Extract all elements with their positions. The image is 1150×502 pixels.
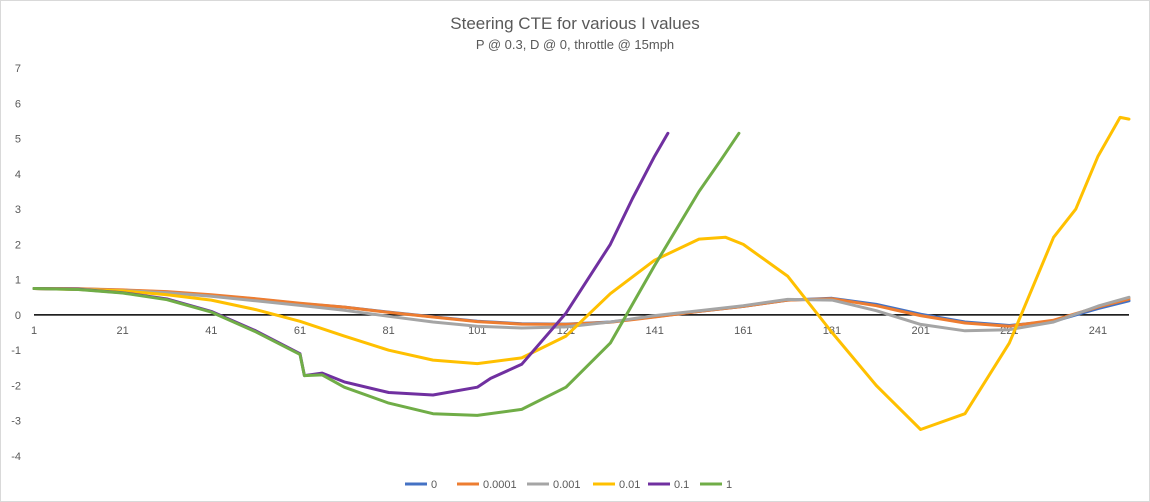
legend-label: 0.01: [619, 479, 640, 491]
chart-title: Steering CTE for various I values: [450, 14, 699, 33]
x-tick-label: 161: [734, 325, 752, 337]
legend-label: 0: [431, 479, 437, 491]
x-tick-label: 201: [911, 325, 929, 337]
legend: 0 0.0001 0.001 0.01 0.1 1: [405, 479, 732, 491]
legend-label: 0.001: [553, 479, 581, 491]
y-tick-label: -3: [11, 416, 21, 428]
x-tick-label: 1: [31, 325, 37, 337]
y-tick-label: 7: [15, 63, 21, 75]
y-tick-label: 3: [15, 204, 21, 216]
legend-label: 0.0001: [483, 479, 517, 491]
x-tick-label: 41: [205, 325, 217, 337]
series-line-0.001: [32, 287, 1131, 333]
chart-subtitle: P @ 0.3, D @ 0, throttle @ 15mph: [476, 37, 674, 52]
series-line-1: [32, 131, 741, 417]
x-tick-label: 81: [383, 325, 395, 337]
x-tick-label: 61: [294, 325, 306, 337]
y-tick-label: 2: [15, 239, 21, 251]
series-line-0.1: [32, 131, 670, 397]
y-tick-label: 0: [15, 310, 21, 322]
y-tick-label: 6: [15, 98, 21, 110]
series-layer: [32, 115, 1131, 431]
series-line-0.01: [32, 115, 1131, 431]
y-axis-ticks: -4 -3 -2 -1 0 1 2 3 4 5 6 7: [11, 63, 21, 463]
y-tick-label: 1: [15, 275, 21, 287]
legend-label: 0.1: [674, 479, 689, 491]
x-tick-label: 101: [468, 325, 486, 337]
x-tick-label: 21: [117, 325, 129, 337]
legend-label: 1: [726, 479, 732, 491]
y-tick-label: -4: [11, 451, 21, 463]
y-tick-label: 4: [15, 169, 21, 181]
y-tick-label: -1: [11, 345, 21, 357]
y-tick-label: 5: [15, 134, 21, 146]
x-tick-label: 141: [645, 325, 663, 337]
x-tick-label: 241: [1089, 325, 1107, 337]
y-tick-label: -2: [11, 380, 21, 392]
